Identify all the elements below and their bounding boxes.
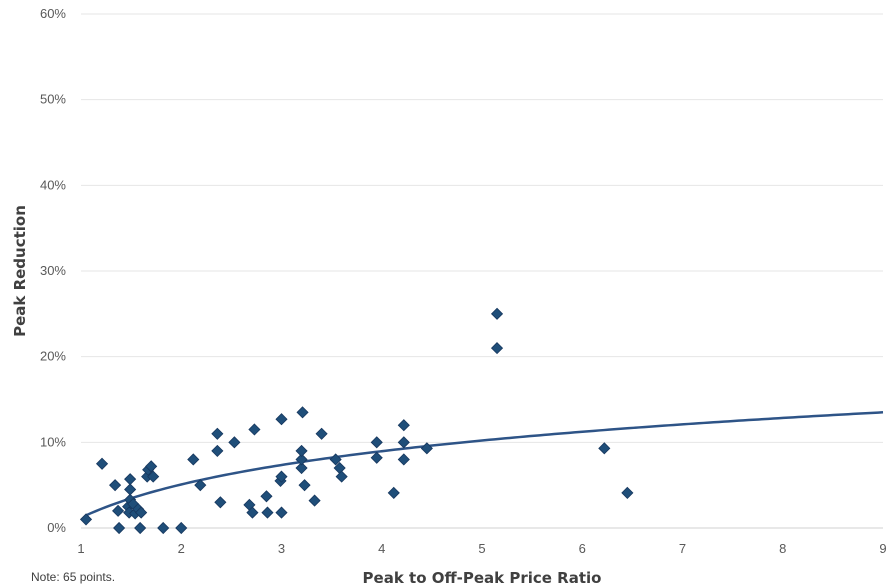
y-axis-title: Peak Reduction [11,205,29,337]
x-tick-label: 7 [679,541,686,556]
chart-note: Note: 65 points. [31,570,116,584]
data-point [109,479,122,492]
x-tick-label: 1 [77,541,84,556]
data-point [370,436,383,449]
data-point [397,436,410,449]
data-point [211,427,224,440]
data-point [112,504,125,517]
data-point [79,513,93,526]
data-point [275,470,288,483]
y-tick-label: 40% [40,177,66,192]
data-point [187,453,200,466]
y-tick-label: 60% [40,6,66,21]
trendline [85,411,884,517]
data-point [397,419,410,432]
data-point [124,483,137,496]
x-tick-label: 9 [879,541,886,556]
data-point [246,506,259,519]
data-point [296,406,309,419]
data-point [194,479,207,492]
data-point [147,470,160,483]
data-point [308,494,321,507]
data-point [335,470,348,483]
data-point [370,451,383,464]
data-point [315,427,328,440]
data-point [298,479,311,492]
x-tick-label: 6 [579,541,586,556]
x-tick-label: 5 [478,541,485,556]
data-point [214,496,227,509]
data-point [275,413,288,426]
data-point [175,521,188,535]
data-point [261,506,274,519]
data-point [621,486,634,499]
data-point [134,521,147,535]
x-tick-label: 2 [178,541,185,556]
data-point [490,342,504,355]
data-point [598,442,611,455]
data-point [113,521,126,535]
data-point [420,442,433,455]
data-point [397,453,410,466]
x-tick-label: 8 [779,541,786,556]
data-point [295,444,308,457]
x-axis-title: Peak to Off-Peak Price Ratio [363,569,602,587]
data-point [260,490,273,503]
data-point [295,453,308,466]
data-point [145,460,158,473]
y-tick-label: 0% [47,520,66,535]
data-point [329,453,342,466]
data-point [295,461,308,475]
data-point [248,423,261,436]
x-tick-label: 4 [378,541,385,556]
y-tick-label: 20% [40,349,66,364]
data-point [228,436,241,449]
y-tick-label: 10% [40,434,66,449]
y-tick-label: 50% [40,92,66,107]
data-point [124,473,137,486]
data-point [157,521,170,535]
data-point [387,486,400,499]
x-axis-ticks: 1 2 3 4 5 6 7 8 9 [77,541,886,556]
x-tick-label: 3 [278,541,285,556]
data-point [95,457,109,470]
y-tick-label: 30% [40,263,66,278]
grid-lines [81,13,883,529]
data-point [211,444,224,457]
data-points [79,307,634,535]
y-axis-ticks: 0% 10% 20% 30% 40% 50% 60% [40,6,66,535]
data-point [490,307,504,320]
data-point [135,506,148,519]
data-point [275,506,288,519]
